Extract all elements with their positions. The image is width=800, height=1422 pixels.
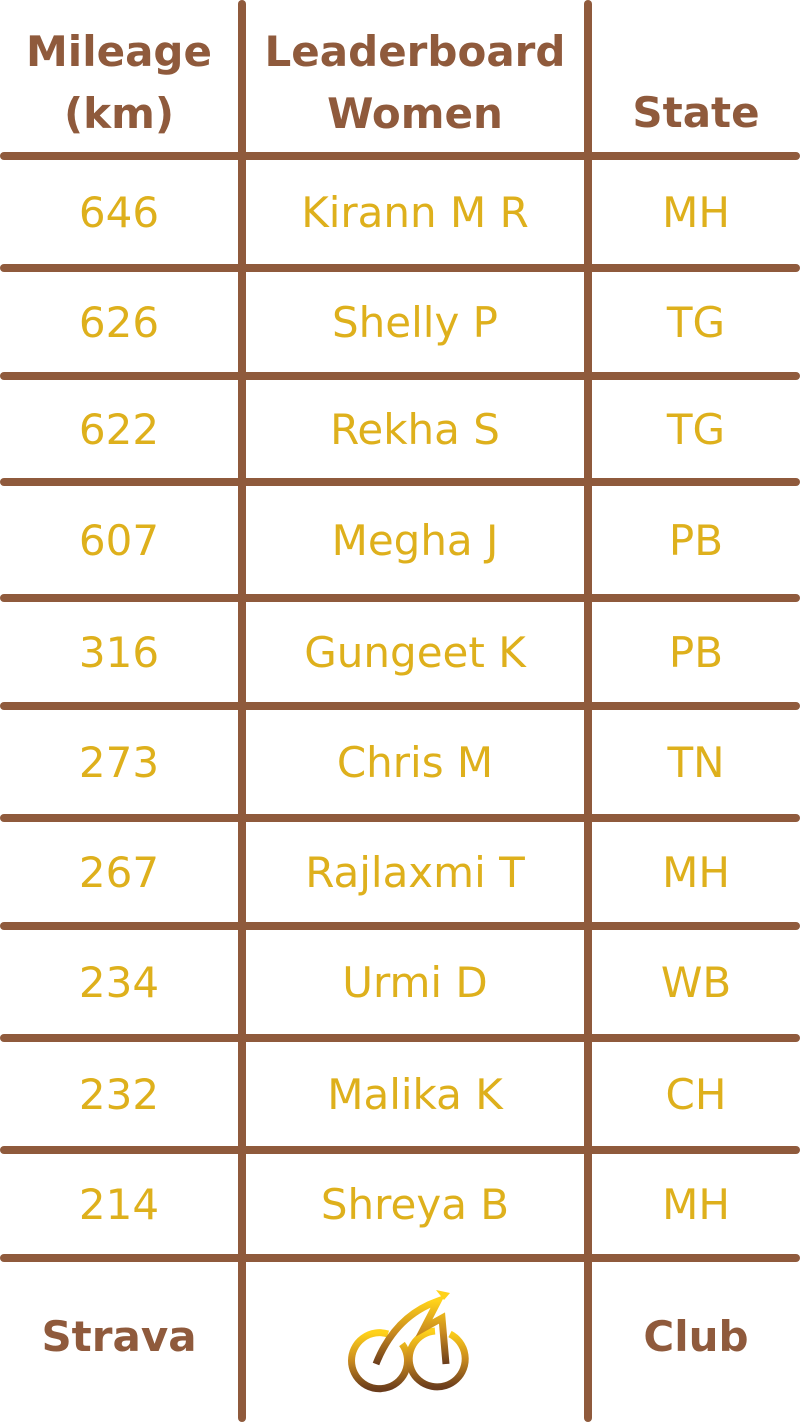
mileage-cell: 646 [78,187,160,237]
row-divider [0,372,800,380]
mileage-cell: 232 [78,1069,160,1119]
state-cell: MH [662,187,730,237]
name-cell: Chris M [336,737,494,787]
header-mileage: Mileage (km) [26,27,212,138]
row-divider [0,478,800,486]
name-cell: Shelly P [332,297,498,347]
row-divider [0,1034,800,1042]
mileage-cell: 607 [78,515,160,565]
row-divider [0,814,800,822]
mileage-cell: 267 [78,847,160,897]
mileage-cell: 214 [78,1179,160,1229]
bicycle-logo-icon [246,1266,584,1406]
name-cell: Gungeet K [304,627,526,677]
column-divider [238,0,246,1422]
state-cell: TG [666,404,726,454]
state-cell: CH [665,1069,727,1119]
row-divider [0,264,800,272]
row-divider [0,702,800,710]
state-cell: MH [662,847,730,897]
row-divider [0,1146,800,1154]
row-divider [0,152,800,160]
name-cell: Rekha S [330,404,500,454]
state-cell: MH [662,1179,730,1229]
footer-strava: Strava [41,1311,197,1361]
state-cell: TG [666,297,726,347]
name-cell: Shreya B [320,1179,510,1229]
row-divider [0,922,800,930]
name-cell: Urmi D [342,957,488,1007]
mileage-cell: 234 [78,957,160,1007]
name-cell: Kirann M R [301,187,529,237]
footer-club: Club [643,1311,749,1361]
mileage-cell: 626 [78,297,160,347]
name-cell: Malika K [327,1069,503,1119]
state-cell: TN [667,737,725,787]
row-divider [0,1254,800,1262]
column-divider [584,0,592,1422]
mileage-cell: 622 [78,404,160,454]
state-cell: PB [668,627,724,677]
state-cell: WB [660,957,732,1007]
header-state: State [632,88,760,137]
mileage-cell: 273 [78,737,160,787]
row-divider [0,594,800,602]
name-cell: Rajlaxmi T [305,847,525,897]
state-cell: PB [668,515,724,565]
name-cell: Megha J [331,515,499,565]
header-leaderboard: Leaderboard Women [264,27,566,138]
mileage-cell: 316 [78,627,160,677]
